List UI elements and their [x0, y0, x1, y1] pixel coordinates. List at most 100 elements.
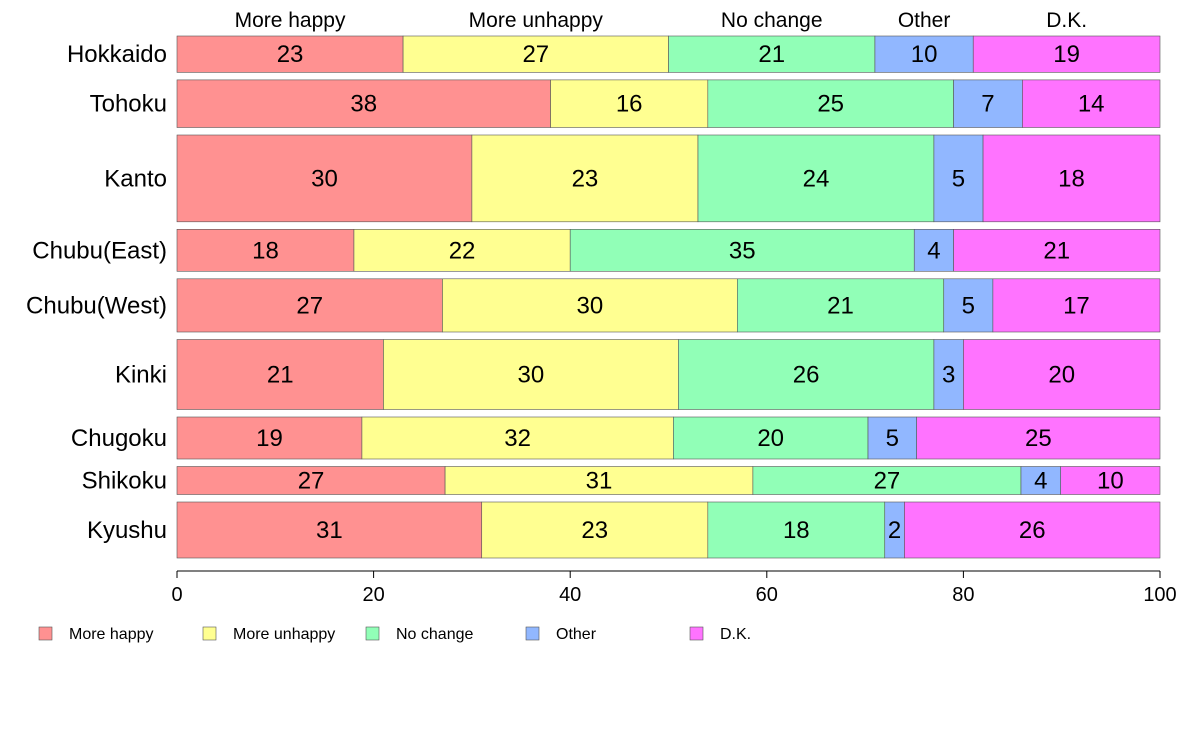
- data-label-shikoku-no-change: 27: [874, 468, 901, 495]
- legend-label-no-change: No change: [396, 626, 473, 643]
- data-label-chubu-east-more-happy: 18: [252, 237, 279, 264]
- bar-segment-tohoku-more-unhappy: [550, 79, 709, 128]
- bar-segment-tohoku-no-change: [707, 79, 954, 128]
- legend-label-other: Other: [556, 626, 597, 643]
- bar-segment-tohoku-d-k: [1022, 79, 1161, 128]
- data-label-chubu-east-more-unhappy: 22: [449, 237, 476, 264]
- bar-segment-shikoku-more-happy: [176, 466, 446, 495]
- bar-segment-tohoku-other: [953, 79, 1023, 128]
- bar-segment-chubu-east-more-happy: [176, 229, 355, 272]
- bar-segment-chubu-west-more-happy: [176, 278, 443, 333]
- data-label-kanto-d-k: 18: [1058, 165, 1085, 192]
- data-label-kinki-more-unhappy: 30: [518, 362, 545, 389]
- data-label-hokkaido-other: 10: [911, 41, 938, 68]
- data-label-tohoku-no-change: 25: [817, 91, 844, 118]
- legend-label-more-happy: More happy: [69, 626, 154, 643]
- bar-segment-shikoku-more-unhappy: [444, 466, 754, 495]
- data-label-shikoku-more-unhappy: 31: [586, 468, 613, 495]
- bar-segment-kanto-d-k: [982, 134, 1161, 223]
- data-label-kanto-more-happy: 30: [311, 165, 338, 192]
- x-tick-label-80: 80: [952, 584, 974, 606]
- bar-segment-kanto-other: [933, 134, 984, 223]
- x-tick-label-0: 0: [171, 584, 182, 606]
- data-label-kyushu-other: 2: [888, 517, 901, 544]
- bar-segment-tohoku-more-happy: [176, 79, 551, 128]
- x-tick-label-60: 60: [756, 584, 778, 606]
- data-label-kyushu-more-unhappy: 23: [581, 517, 608, 544]
- bar-segment-chubu-west-more-unhappy: [442, 278, 738, 333]
- data-label-chubu-west-no-change: 21: [827, 292, 854, 319]
- data-label-tohoku-more-happy: 38: [350, 91, 377, 118]
- y-axis-label-tohoku: Tohoku: [90, 91, 167, 118]
- data-label-chugoku-more-unhappy: 32: [504, 425, 531, 452]
- legend: More happy More unhappy No change Other D.K.: [38, 626, 751, 643]
- data-label-tohoku-more-unhappy: 16: [616, 91, 643, 118]
- bar-segment-kinki-more-unhappy: [383, 339, 679, 410]
- data-label-kyushu-more-happy: 31: [316, 517, 343, 544]
- bar-segment-kinki-more-happy: [176, 339, 384, 410]
- legend-label-more-unhappy: More unhappy: [233, 626, 335, 643]
- bar-segment-chubu-east-other: [913, 229, 954, 272]
- column-header-other: Other: [898, 9, 951, 32]
- bar-segment-kyushu-more-happy: [176, 501, 483, 559]
- data-label-hokkaido-more-unhappy: 27: [522, 41, 549, 68]
- bar-segment-shikoku-d-k: [1060, 466, 1161, 495]
- data-label-shikoku-more-happy: 27: [298, 468, 325, 495]
- data-label-kyushu-no-change: 18: [783, 517, 810, 544]
- x-tick-label-100: 100: [1143, 584, 1176, 606]
- data-label-kinki-no-change: 26: [793, 362, 820, 389]
- data-label-chubu-west-more-happy: 27: [296, 292, 323, 319]
- bar-segment-hokkaido-other: [874, 35, 974, 73]
- data-label-chugoku-d-k: 25: [1025, 425, 1052, 452]
- bar-segment-kinki-other: [933, 339, 964, 410]
- data-label-chubu-west-other: 5: [962, 292, 975, 319]
- y-axis-label-kanto: Kanto: [104, 165, 167, 192]
- data-label-chugoku-more-happy: 19: [256, 425, 283, 452]
- bar-segment-chubu-east-d-k: [953, 229, 1161, 272]
- y-axis-label-chubu-east: Chubu(East): [32, 237, 167, 264]
- data-label-chugoku-no-change: 20: [757, 425, 784, 452]
- bar-segment-kinki-d-k: [963, 339, 1161, 410]
- data-label-tohoku-other: 7: [981, 91, 994, 118]
- legend-swatch-more-unhappy: [202, 626, 217, 641]
- data-label-chubu-east-no-change: 35: [729, 237, 756, 264]
- bar-segment-kyushu-more-unhappy: [481, 501, 709, 559]
- bar-segment-kyushu-no-change: [707, 501, 886, 559]
- data-label-kanto-other: 5: [952, 165, 965, 192]
- bar-segment-shikoku-other: [1020, 466, 1062, 495]
- column-headers: More happy More unhappy No change Other D.K.: [235, 9, 1087, 32]
- data-label-tohoku-d-k: 14: [1078, 91, 1105, 118]
- y-axis-labels: Hokkaido Tohoku Kanto Chubu(East) Chubu(West…: [26, 41, 167, 544]
- bar-segment-chugoku-other: [867, 416, 917, 460]
- x-tick-label-20: 20: [362, 584, 384, 606]
- data-label-kanto-no-change: 24: [803, 165, 830, 192]
- bar-segment-chubu-east-more-unhappy: [353, 229, 571, 272]
- data-label-hokkaido-more-happy: 23: [277, 41, 304, 68]
- bar-segment-hokkaido-more-happy: [176, 35, 404, 73]
- data-label-chubu-east-other: 4: [927, 237, 940, 264]
- bar-segment-shikoku-no-change: [752, 466, 1022, 495]
- data-label-kinki-more-happy: 21: [267, 362, 294, 389]
- y-axis-label-chubu-west: Chubu(West): [26, 292, 167, 319]
- bar-segment-kanto-more-unhappy: [471, 134, 699, 223]
- data-label-kinki-d-k: 20: [1048, 362, 1075, 389]
- column-header-no-change: No change: [721, 9, 823, 32]
- bar-segment-chubu-east-no-change: [569, 229, 915, 272]
- bar-segment-chubu-west-no-change: [737, 278, 945, 333]
- legend-swatch-other: [525, 626, 540, 641]
- y-axis-label-hokkaido: Hokkaido: [67, 41, 167, 68]
- legend-swatch-d-k: [689, 626, 704, 641]
- data-label-kinki-other: 3: [942, 362, 955, 389]
- legend-label-d-k: D.K.: [720, 626, 751, 643]
- data-label-chubu-east-d-k: 21: [1043, 237, 1070, 264]
- data-label-shikoku-d-k: 10: [1097, 468, 1124, 495]
- data-label-hokkaido-no-change: 21: [758, 41, 785, 68]
- data-label-hokkaido-d-k: 19: [1053, 41, 1080, 68]
- bar-segment-chugoku-more-happy: [176, 416, 363, 460]
- bar-segment-hokkaido-more-unhappy: [402, 35, 669, 73]
- bar-segment-kanto-no-change: [697, 134, 935, 223]
- data-label-kanto-more-unhappy: 23: [572, 165, 599, 192]
- bar-segment-kinki-no-change: [678, 339, 935, 410]
